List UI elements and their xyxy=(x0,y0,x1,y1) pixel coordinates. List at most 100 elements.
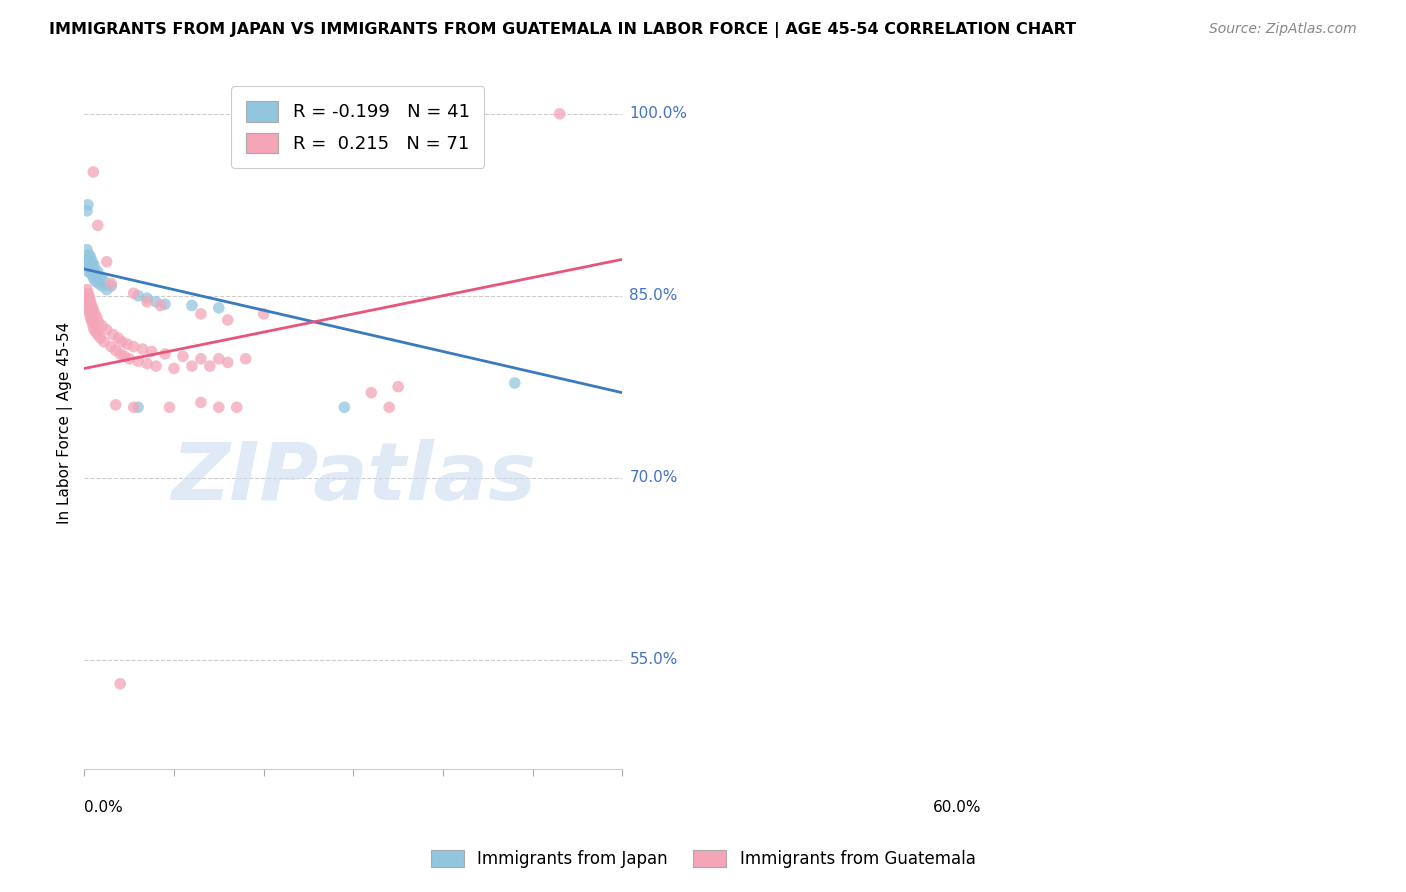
Point xyxy=(111,334,134,349)
Point xyxy=(87,264,110,278)
Point xyxy=(117,337,139,351)
Point xyxy=(83,323,105,337)
Point xyxy=(86,270,108,285)
Point xyxy=(89,270,111,285)
Text: 60.0%: 60.0% xyxy=(932,800,981,814)
Point xyxy=(76,259,98,273)
Point xyxy=(84,274,107,288)
Point xyxy=(77,289,100,303)
Point xyxy=(118,351,141,366)
Point xyxy=(76,298,98,312)
Point xyxy=(87,219,110,233)
Point xyxy=(83,267,105,281)
Point xyxy=(217,313,239,327)
Point xyxy=(84,325,107,339)
Point xyxy=(333,401,356,415)
Point xyxy=(163,361,186,376)
Point xyxy=(149,298,172,312)
Text: 100.0%: 100.0% xyxy=(630,106,688,121)
Point xyxy=(80,267,103,281)
Point xyxy=(82,270,104,285)
Point xyxy=(136,357,159,371)
Point xyxy=(82,262,104,277)
Point xyxy=(91,319,114,334)
Point xyxy=(82,254,104,268)
Point xyxy=(136,294,159,309)
Point xyxy=(378,401,401,415)
Point xyxy=(93,334,115,349)
Point xyxy=(122,401,145,415)
Point xyxy=(87,315,110,329)
Point xyxy=(208,301,231,315)
Point xyxy=(101,327,124,342)
Point xyxy=(503,376,526,390)
Point xyxy=(208,401,231,415)
Point xyxy=(131,342,153,356)
Point xyxy=(104,343,127,358)
Y-axis label: In Labor Force | Age 45-54: In Labor Force | Age 45-54 xyxy=(58,322,73,524)
Point xyxy=(208,351,231,366)
Point xyxy=(91,279,114,293)
Text: ZIPatlas: ZIPatlas xyxy=(172,440,536,517)
Point xyxy=(84,307,107,321)
Point xyxy=(75,250,97,264)
Point xyxy=(77,264,100,278)
Point xyxy=(86,310,108,325)
Point xyxy=(82,303,104,318)
Point xyxy=(108,347,131,361)
Point xyxy=(107,331,129,345)
Text: IMMIGRANTS FROM JAPAN VS IMMIGRANTS FROM GUATEMALA IN LABOR FORCE | AGE 45-54 CO: IMMIGRANTS FROM JAPAN VS IMMIGRANTS FROM… xyxy=(49,22,1077,38)
Point xyxy=(89,331,111,345)
Text: 85.0%: 85.0% xyxy=(630,288,678,303)
Text: 0.0%: 0.0% xyxy=(84,800,124,814)
Point xyxy=(136,291,159,305)
Point xyxy=(93,274,115,288)
Point xyxy=(82,264,104,278)
Point xyxy=(75,291,97,305)
Point xyxy=(80,298,103,312)
Point xyxy=(108,677,131,691)
Point xyxy=(80,259,103,273)
Point xyxy=(76,203,98,218)
Point xyxy=(82,165,104,179)
Point xyxy=(96,283,118,297)
Point xyxy=(190,395,212,409)
Point xyxy=(82,301,104,315)
Point xyxy=(145,359,167,373)
Point xyxy=(77,247,100,261)
Point xyxy=(190,351,212,366)
Text: 70.0%: 70.0% xyxy=(630,470,678,485)
Point xyxy=(76,283,98,297)
Point xyxy=(75,294,97,309)
Point xyxy=(96,254,118,268)
Point xyxy=(141,344,163,359)
Text: Source: ZipAtlas.com: Source: ZipAtlas.com xyxy=(1209,22,1357,37)
Point xyxy=(145,294,167,309)
Point xyxy=(77,257,100,271)
Point xyxy=(77,303,100,318)
Point xyxy=(77,301,100,315)
Point xyxy=(217,355,239,369)
Point xyxy=(87,277,110,291)
Point xyxy=(75,254,97,268)
Point xyxy=(548,107,571,121)
Point xyxy=(153,297,176,311)
Legend: Immigrants from Japan, Immigrants from Guatemala: Immigrants from Japan, Immigrants from G… xyxy=(425,843,981,875)
Point xyxy=(172,349,194,363)
Point xyxy=(79,254,101,268)
Point xyxy=(387,379,409,393)
Point xyxy=(79,291,101,305)
Point xyxy=(180,298,202,312)
Point xyxy=(114,349,136,363)
Point xyxy=(127,401,149,415)
Point xyxy=(159,401,181,415)
Point xyxy=(198,359,221,373)
Point xyxy=(190,307,212,321)
Point xyxy=(87,327,110,342)
Point xyxy=(253,307,276,321)
Point xyxy=(360,385,382,400)
Point xyxy=(79,294,101,309)
Point xyxy=(77,252,100,267)
Text: 55.0%: 55.0% xyxy=(630,652,678,667)
Point xyxy=(79,262,101,277)
